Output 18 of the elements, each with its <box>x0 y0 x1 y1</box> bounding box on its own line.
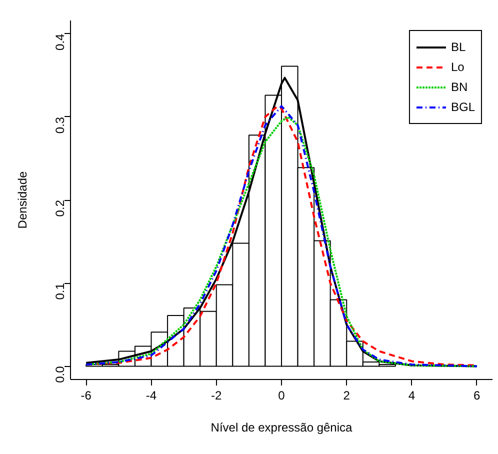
legend-label: BGL <box>450 100 475 114</box>
x-tick-label: -6 <box>80 388 92 402</box>
x-axis-title: Nível de expressão gênica <box>210 420 353 434</box>
legend-label: BL <box>450 40 467 54</box>
y-tick-label: 0.2 <box>53 200 67 217</box>
y-axis-title: Densidade <box>16 170 30 229</box>
y-tick-label: 0.4 <box>53 33 67 50</box>
x-tick-label: 0 <box>278 388 286 402</box>
x-tick-label: -2 <box>211 388 222 402</box>
x-tick-label: 4 <box>408 388 416 402</box>
x-tick-label: 6 <box>474 388 481 402</box>
legend-label: BN <box>450 80 469 94</box>
y-tick-label: 0.3 <box>53 116 67 134</box>
y-tick-label: 0.0 <box>53 366 67 383</box>
legend-label: Lo <box>450 60 466 74</box>
y-tick-label: 0.1 <box>53 282 67 300</box>
x-tick-label: -4 <box>146 388 157 402</box>
x-tick-label: 2 <box>343 388 350 402</box>
